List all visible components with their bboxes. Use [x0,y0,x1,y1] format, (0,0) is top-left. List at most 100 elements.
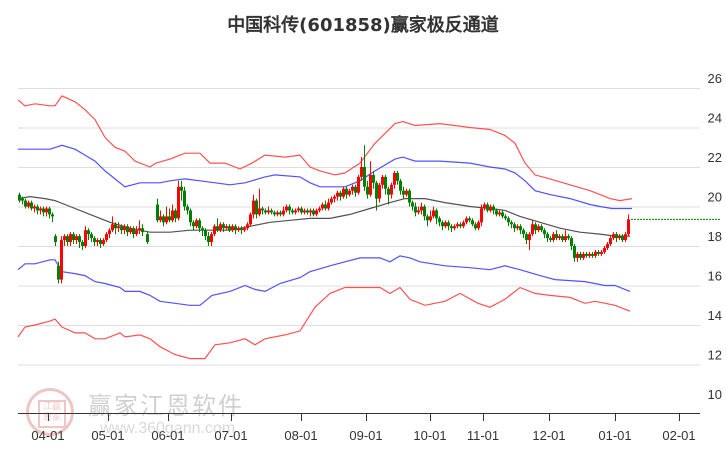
candle-down [162,216,165,223]
candle-up [576,253,579,258]
middle-ma-line [17,195,630,237]
candle-up [321,204,324,209]
candle-up [594,251,597,256]
candle-down [549,238,552,241]
candle-down [408,190,411,203]
x-tick-label: 04-01 [31,428,64,443]
candle-down [186,206,189,211]
candle-up [582,253,585,258]
x-tick-label: 11-01 [467,428,499,443]
candle-down [495,210,498,215]
candle-up [552,234,555,241]
candle-down [156,204,159,221]
candle-down [471,220,474,225]
candle-down [567,236,570,239]
candle-down [540,226,543,231]
x-tick-label: 06-01 [151,428,184,443]
candle-down [240,228,243,231]
candle-up [225,226,228,229]
candle-down [93,238,96,243]
x-tick-label: 08-01 [284,428,317,443]
candle-up [330,198,333,203]
candle-up [276,212,279,215]
candle-up [564,236,567,241]
candle-down [300,208,303,213]
candle-down [402,190,405,195]
candles [18,145,630,284]
y-tick-label: 16 [708,269,722,284]
candle-down [78,236,81,243]
candle-down [42,208,45,213]
candle-up [369,174,372,195]
candle-down [414,206,417,213]
candle-down [291,210,294,213]
candle-down [384,176,387,189]
candle-down [180,186,183,191]
candle-down [507,218,510,223]
y-tick-label: 18 [708,229,722,244]
candle-up [390,184,393,195]
candle-up [237,228,240,231]
axes: 10 12 14 16 18 20 22 24 26 04-01 05-01 06-01 07-01 08… [18,71,722,443]
candle-down [222,224,225,229]
candle-down [522,230,525,235]
candle-down [423,206,426,217]
candle-up [243,228,246,231]
candle-down [591,253,594,256]
candle-up [315,210,318,215]
candle-up [480,208,483,223]
candle-down [474,224,477,229]
x-tick-label: 07-01 [214,428,247,443]
candle-down [570,238,573,246]
candle-up [465,218,468,223]
candle-down [387,188,390,195]
candle-down [183,190,186,207]
candle-up [333,196,336,199]
candle-up [558,236,561,239]
candle-up [453,226,456,229]
candle-down [174,210,177,219]
y-tick-label: 10 [708,387,722,402]
candle-up [282,210,285,215]
candle-down [345,188,348,195]
candle-up [45,208,48,213]
candle-down [372,174,375,183]
candle-down [141,228,144,233]
candle-down [57,265,60,280]
candle-down [72,234,75,241]
candle-up [531,224,534,235]
candle-down [450,226,453,229]
candle-down [279,212,282,215]
candle-down [87,230,90,235]
candle-down [198,220,201,229]
candle-up [537,226,540,231]
candle-up [177,186,180,219]
candle-up [219,224,222,231]
candle-down [366,186,369,195]
candle-down [510,222,513,225]
candle-down [426,216,429,221]
candle-up [381,176,384,185]
candle-up [462,222,465,227]
candle-down [99,240,102,245]
candle-down [513,224,516,229]
candle-up [378,184,381,199]
candle-up [105,234,108,241]
y-tick-label: 14 [708,308,722,323]
candle-down [306,210,309,213]
gridlines [18,88,700,366]
candle-up [516,226,519,229]
candle-up [477,222,480,229]
candle-down [228,226,231,231]
candle-up [267,210,270,213]
candle-down [399,180,402,191]
chart-title: 中国科传(601858)赢家极反通道 [227,15,499,36]
candle-up [498,212,501,215]
candle-up [612,234,615,239]
inner-lower-band-line [17,255,631,306]
candle-up [159,216,162,221]
candle-down [534,224,537,231]
candle-up [258,208,261,215]
candle-down [375,182,378,199]
